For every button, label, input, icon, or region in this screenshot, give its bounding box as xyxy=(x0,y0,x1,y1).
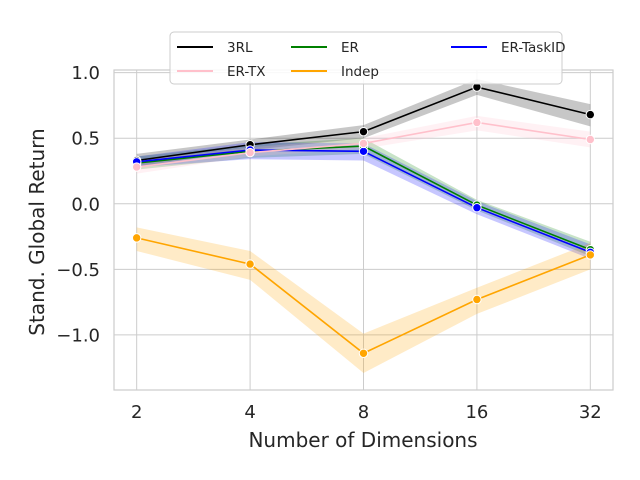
x-axis-label: Number of Dimensions xyxy=(248,428,477,452)
legend-box xyxy=(169,31,563,85)
x-tick-label-16: 16 xyxy=(465,402,488,423)
er-taskid-point-8 xyxy=(358,146,369,157)
y-tick-label-2: 0.0 xyxy=(71,194,100,215)
indep-point-8 xyxy=(358,348,369,358)
legend-label-er: ER xyxy=(341,40,359,56)
y-tick-label-4: 1.0 xyxy=(71,63,100,84)
er-tx-point-2 xyxy=(131,162,142,172)
x-tick-label-32: 32 xyxy=(579,402,602,423)
y-tick-label-3: 0.5 xyxy=(71,129,100,150)
indep-point-32 xyxy=(585,250,596,260)
y-axis-label: Stand. Global Return xyxy=(25,128,49,335)
y-tick-label-0: −1.0 xyxy=(56,325,100,346)
er-tx-point-16 xyxy=(472,117,482,128)
legend-label-indep: Indep xyxy=(341,64,379,80)
x-tick-label-2: 2 xyxy=(131,402,142,423)
legend-label-er-taskid: ER-TaskID xyxy=(501,40,566,56)
x-tick-label-8: 8 xyxy=(358,402,369,423)
er-tx-point-32 xyxy=(585,134,596,145)
series-markers xyxy=(131,82,596,358)
x-tick-label-4: 4 xyxy=(244,402,255,423)
3rl-point-8 xyxy=(358,126,369,137)
indep-point-4 xyxy=(245,259,255,269)
y-tick-label-1: −0.5 xyxy=(56,260,100,281)
er-tx-point-4 xyxy=(245,147,255,158)
legend-label-3rl: 3RL xyxy=(227,40,253,56)
x-tick-labels: 2 4 8 16 32 xyxy=(131,402,602,423)
er-tx-point-8 xyxy=(358,138,369,149)
indep-point-16 xyxy=(472,294,482,305)
er-taskid-point-16 xyxy=(472,203,482,213)
legend-label-er-tx: ER-TX xyxy=(227,64,266,80)
legend: 3RL ER ER-TaskID ER-TX Indep xyxy=(169,31,566,85)
y-tick-labels: −1.0 −0.5 0.0 0.5 1.0 xyxy=(56,63,100,346)
3rl-point-32 xyxy=(585,109,596,120)
indep-point-2 xyxy=(131,233,142,243)
